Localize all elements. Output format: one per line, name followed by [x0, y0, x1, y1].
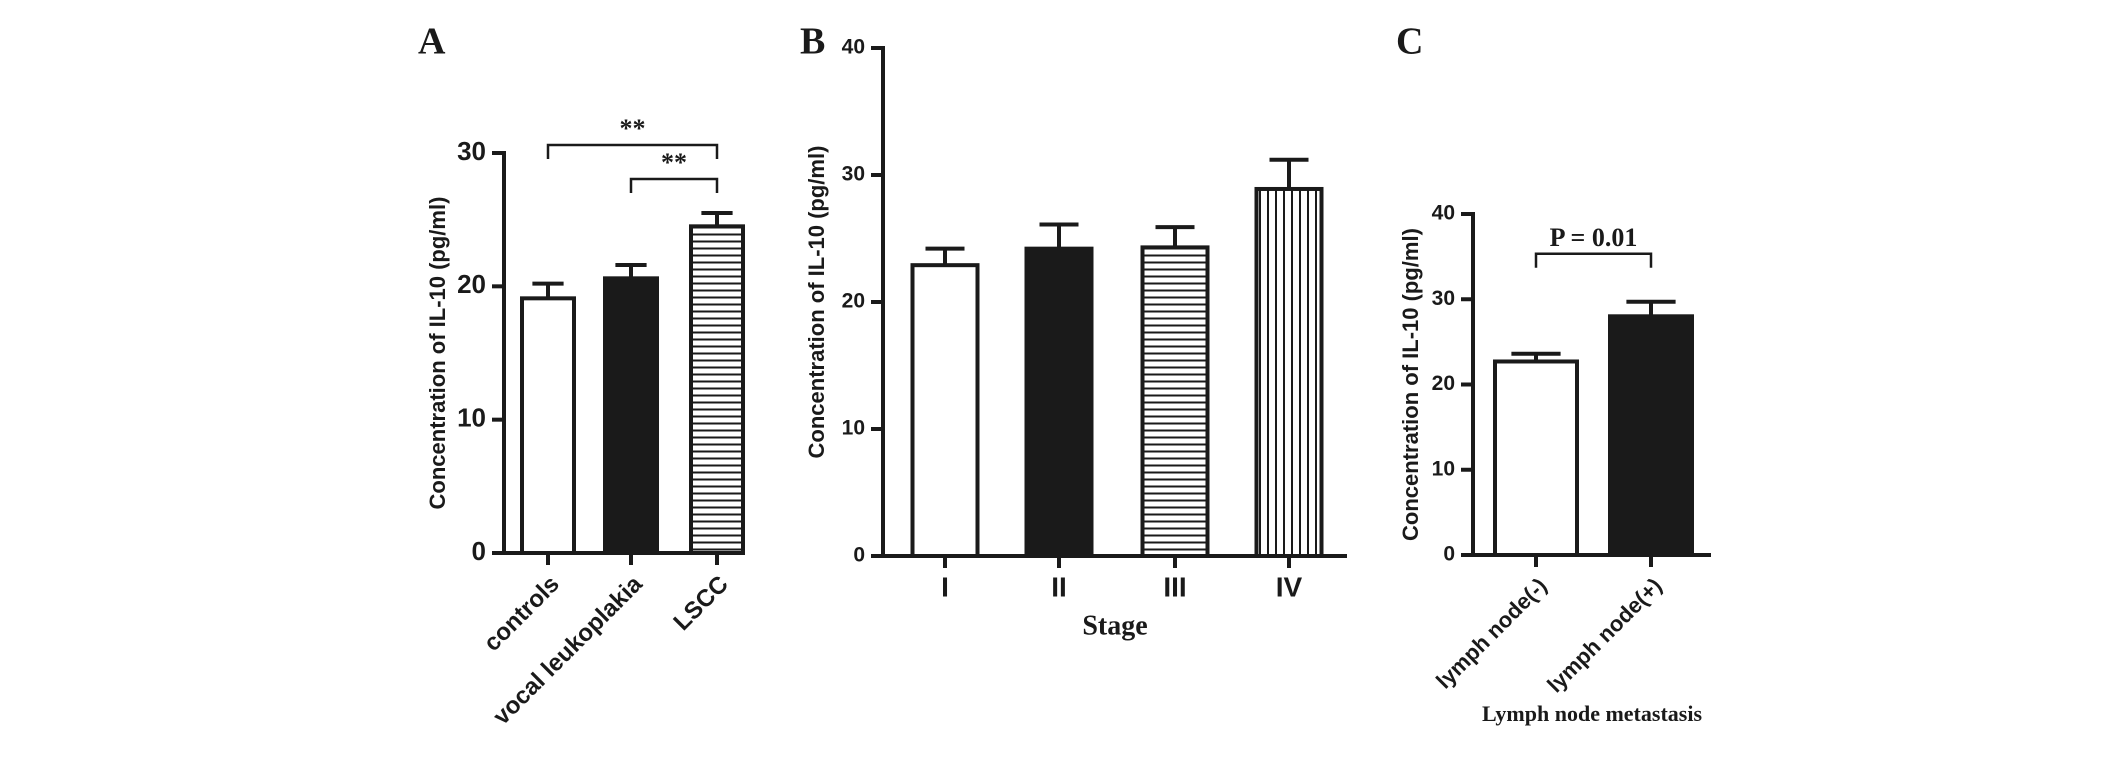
y-tick-label: 0	[853, 544, 865, 567]
y-tick-label: 10	[1432, 457, 1455, 480]
bar	[520, 296, 576, 556]
panel-label: C	[1396, 21, 1423, 63]
y-tick-label: 40	[842, 36, 865, 59]
x-tick-label: III	[1163, 571, 1186, 602]
y-tick-label: 0	[1443, 543, 1455, 566]
significance-bracket	[1534, 252, 1653, 268]
y-axis-label: Concentration of IL-10 (pg/ml)	[804, 146, 829, 459]
significance-label: **	[620, 114, 646, 143]
significance-bracket	[546, 143, 719, 159]
y-tick-label: 20	[842, 290, 865, 313]
y-axis-label: Concentration of IL-10 (pg/ml)	[425, 197, 450, 510]
bar	[603, 276, 659, 555]
x-tick-label: IV	[1276, 571, 1303, 602]
y-tick-label: 30	[842, 163, 865, 186]
significance-label: P = 0.01	[1550, 223, 1638, 252]
x-tick-label: I	[941, 571, 949, 602]
y-tick-label: 10	[842, 417, 865, 440]
x-tick-label: lymph node(+)	[1542, 573, 1666, 697]
x-axis-label: Lymph node metastasis	[1482, 701, 1702, 726]
x-tick-label: II	[1051, 571, 1067, 602]
x-tick-label: lymph node(-)	[1431, 573, 1552, 694]
bar	[1140, 245, 1210, 558]
bar	[1024, 246, 1094, 558]
bar	[1608, 314, 1694, 557]
significance-bracket	[629, 177, 719, 193]
x-tick-label: controls	[479, 571, 565, 657]
y-tick-label: 10	[457, 403, 486, 433]
x-tick-label: vocal leukoplakia	[488, 570, 648, 730]
y-tick-label: 40	[1432, 202, 1455, 225]
bar	[1254, 186, 1324, 558]
panel-label: A	[418, 21, 446, 63]
panel-label: B	[800, 21, 825, 63]
significance-label: **	[661, 148, 687, 177]
y-tick-label: 30	[457, 136, 486, 166]
bar	[689, 224, 745, 555]
y-tick-label: 20	[1432, 372, 1455, 395]
y-tick-label: 0	[472, 536, 486, 566]
x-axis-label: Stage	[1082, 610, 1147, 641]
y-tick-label: 20	[457, 269, 486, 299]
bar	[910, 263, 980, 558]
y-tick-label: 30	[1432, 287, 1455, 310]
y-axis-label: Concentration of IL-10 (pg/ml)	[1398, 228, 1423, 541]
bar	[1493, 359, 1579, 558]
x-tick-label: LSCC	[668, 571, 733, 636]
